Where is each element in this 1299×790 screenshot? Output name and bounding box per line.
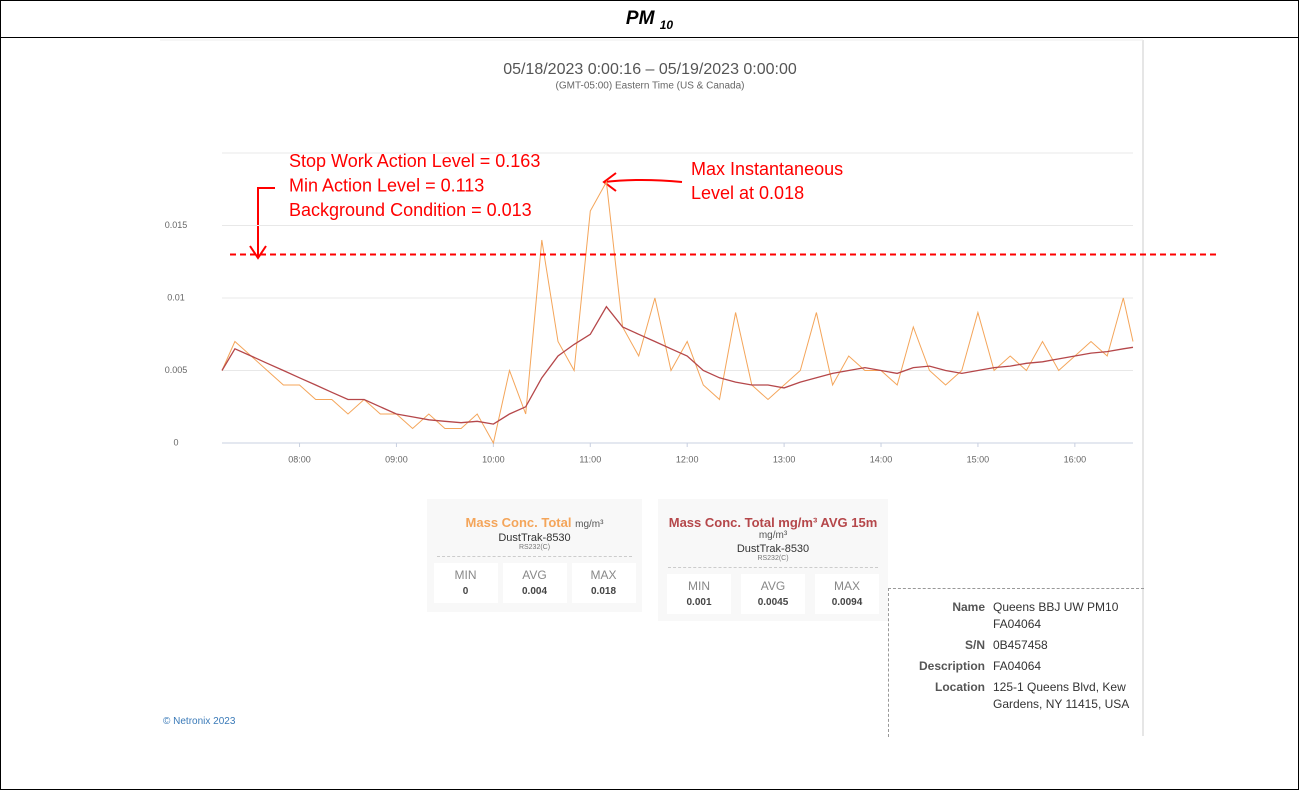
y-tick-label: 0: [173, 437, 178, 447]
chart-title: 05/18/2023 0:00:16 – 05/19/2023 0:00:00: [503, 61, 797, 78]
annotation: Min Action Level = 0.113: [289, 175, 484, 195]
panel-unit: mg/m³: [575, 519, 604, 530]
info-row: S/N 0B457458: [889, 637, 1144, 654]
stat-label: AVG: [760, 579, 786, 593]
stat-cell: AVG 0.0045: [741, 574, 805, 614]
annotations: Stop Work Action Level = 0.163 Min Action…: [289, 151, 843, 220]
x-tick-label: 09:00: [385, 454, 408, 464]
stats-panel: Mass Conc. Total mg/m³ DustTrak-8530 RS232…: [427, 499, 642, 612]
panel-title: Mass Conc. Total mg/m³ AVG 15m: [658, 515, 888, 530]
stat-value: 0.018: [590, 586, 617, 597]
y-tick-label: 0.005: [165, 365, 188, 375]
max-arrowhead: [602, 172, 617, 192]
header-title: PM: [625, 8, 655, 29]
max-annotation: Max Instantaneous: [691, 159, 843, 179]
x-tick-label: 14:00: [870, 454, 893, 464]
annotation-arrow: [257, 187, 275, 256]
info-row: Location 125-1 Queens Blvd, Kew Gardens, …: [889, 679, 1144, 713]
annotation-arrowhead: [249, 245, 267, 260]
annotation: Stop Work Action Level = 0.163: [289, 151, 540, 171]
panel-device: DustTrak-8530: [498, 532, 571, 544]
panel-port: RS232(C): [518, 544, 551, 551]
stat-cell: MAX 0.018: [571, 563, 636, 603]
x-tick-label: 11:00: [579, 454, 601, 464]
x-tick-label: 13:00: [773, 454, 796, 464]
panel-title: Mass Conc. Total mg/m³: [427, 515, 642, 530]
stat-cell: MIN 0: [433, 563, 498, 603]
panel-title-text: Mass Conc. Total mg/m³ AVG 15m: [668, 515, 878, 530]
panel-title-text: Mass Conc. Total: [465, 515, 572, 530]
info-key: Description: [918, 659, 985, 673]
stat-cell: MIN 0.001: [667, 574, 731, 614]
stat-label: AVG: [522, 568, 547, 582]
stat-value: 0: [462, 586, 469, 597]
y-tick-label: 0.01: [167, 292, 185, 302]
stat-label: MAX: [833, 579, 860, 593]
panel-unit: mg/m³: [758, 530, 788, 541]
max-annotation: Level at 0.018: [691, 183, 804, 203]
stat-label: MIN: [688, 579, 710, 593]
x-tick-label: 10:00: [482, 454, 505, 464]
stat-value: 0.004: [521, 586, 548, 597]
max-arrow: [603, 179, 683, 183]
info-panel: Name Queens BBJ UW PM10 FA04064 S/N 0B45745…: [888, 588, 1144, 737]
stat-value: 0.001: [686, 597, 712, 608]
chart-subtitle: (GMT-05:00) Eastern Time (US & Canada): [556, 81, 745, 92]
header: PM 10: [1, 1, 1298, 38]
info-value: Queens BBJ UW PM10 FA04064: [993, 600, 1119, 631]
info-key: S/N: [964, 638, 985, 652]
panel-port: RS232(C): [757, 555, 789, 562]
data-line: [221, 305, 1134, 425]
stats-panel: Mass Conc. Total mg/m³ AVG 15m mg/m³ DustT…: [658, 499, 888, 621]
stat-cells: MIN 0 AVG 0.004 MAX 0.018: [427, 563, 642, 603]
info-row: Name Queens BBJ UW PM10 FA04064: [889, 599, 1144, 633]
x-tick-label: 15:00: [967, 454, 990, 464]
stat-value: 0.0045: [757, 597, 789, 608]
info-row: Description FA04064: [889, 658, 1144, 675]
panel-device: DustTrak-8530: [736, 543, 810, 555]
header-subscript: 10: [659, 17, 674, 32]
info-value: 0B457458: [993, 638, 1048, 652]
panel-rule: [668, 567, 878, 568]
stat-label: MIN: [454, 568, 477, 582]
panel-rule: [437, 556, 632, 557]
x-tick-label: 12:00: [676, 454, 699, 464]
data-line: [221, 180, 1134, 445]
stat-cell: AVG 0.004: [502, 563, 567, 603]
annotation: Background Condition = 0.013: [289, 200, 532, 220]
stat-cell: MAX 0.0094: [815, 574, 879, 614]
stat-cells: MIN 0.001 AVG 0.0045 MAX 0.0094: [658, 574, 888, 614]
info-key: Name: [952, 600, 985, 614]
x-tick-label: 08:00: [288, 454, 311, 464]
y-tick-label: 0.015: [165, 220, 188, 230]
stat-value: 0.0094: [831, 597, 863, 608]
info-value: 125-1 Queens Blvd, Kew Gardens, NY 11415…: [993, 680, 1130, 711]
footer: © Netronix 2023: [163, 716, 236, 727]
x-tick-label: 16:00: [1064, 454, 1087, 464]
info-key: Location: [935, 680, 985, 694]
info-value: FA04064: [993, 659, 1042, 673]
stat-label: MAX: [590, 568, 617, 582]
